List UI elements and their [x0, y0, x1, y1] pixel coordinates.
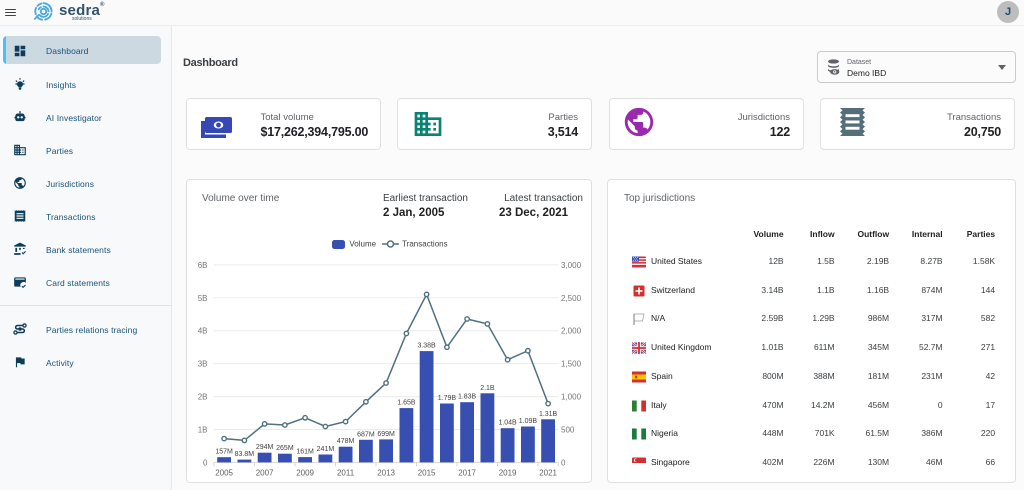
svg-text:2B: 2B — [198, 393, 208, 402]
svg-text:0: 0 — [561, 458, 566, 467]
svg-text:3,000: 3,000 — [561, 261, 582, 270]
svg-text:2017: 2017 — [458, 468, 476, 477]
svg-text:1B: 1B — [198, 426, 208, 435]
svg-text:478M: 478M — [337, 438, 355, 445]
svg-text:2021: 2021 — [539, 468, 557, 477]
svg-text:1.04B: 1.04B — [498, 420, 517, 427]
svg-text:3B: 3B — [198, 360, 208, 369]
svg-text:2.1B: 2.1B — [480, 385, 495, 392]
svg-text:0: 0 — [203, 458, 208, 467]
svg-text:1.83B: 1.83B — [458, 394, 477, 401]
svg-text:2013: 2013 — [377, 468, 395, 477]
svg-text:83.8M: 83.8M — [235, 451, 255, 458]
svg-text:1.65B: 1.65B — [397, 400, 416, 407]
svg-text:1,000: 1,000 — [561, 393, 582, 402]
svg-text:687M: 687M — [357, 431, 375, 438]
svg-text:1,500: 1,500 — [561, 360, 582, 369]
svg-text:1.31B: 1.31B — [539, 411, 558, 418]
svg-text:2011: 2011 — [337, 468, 355, 477]
svg-text:2015: 2015 — [418, 468, 436, 477]
svg-text:3.38B: 3.38B — [417, 343, 436, 350]
svg-text:500: 500 — [561, 426, 575, 435]
svg-text:1.09B: 1.09B — [519, 418, 538, 425]
svg-text:4B: 4B — [198, 327, 208, 336]
svg-text:294M: 294M — [256, 444, 274, 451]
svg-text:2,500: 2,500 — [561, 294, 582, 303]
svg-text:699M: 699M — [377, 431, 395, 438]
svg-text:157M: 157M — [215, 449, 233, 456]
svg-text:1.79B: 1.79B — [438, 395, 457, 402]
svg-text:2005: 2005 — [215, 468, 233, 477]
svg-text:2009: 2009 — [296, 468, 314, 477]
svg-text:241M: 241M — [317, 446, 335, 453]
svg-text:5B: 5B — [198, 294, 208, 303]
svg-text:2007: 2007 — [256, 468, 274, 477]
svg-text:161M: 161M — [296, 449, 314, 456]
svg-text:2019: 2019 — [499, 468, 517, 477]
svg-text:265M: 265M — [276, 445, 294, 452]
svg-text:6B: 6B — [198, 261, 208, 270]
svg-text:2,000: 2,000 — [561, 327, 582, 336]
